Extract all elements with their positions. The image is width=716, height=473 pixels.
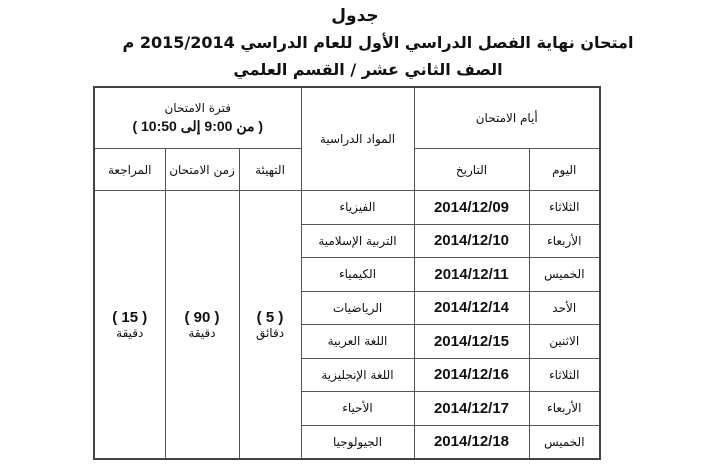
table-row: الاثنين 2014/12/15 اللغة العربية: [94, 324, 601, 359]
subject-cell: التربية الإسلامية: [300, 223, 415, 258]
subject-cell: الكيمياء: [300, 257, 415, 292]
day-cell: الأربعاء: [528, 391, 601, 426]
date-cell: 2014/12/17: [413, 391, 530, 426]
review-cell: ( 15 ) دقيقة: [93, 190, 166, 460]
subject-cell: الرياضيات: [300, 290, 415, 325]
date-cell: 2014/12/11: [413, 257, 530, 292]
table-row: الثلاثاء 2014/12/09 الفيزياء( 5 ) دقائق (…: [93, 190, 601, 460]
exam-period-label: فترة الامتحان: [164, 101, 232, 115]
date-cell: 2014/12/15: [413, 324, 530, 359]
date-cell: 2014/12/14: [413, 290, 530, 325]
date-cell: 2014/12/09: [413, 190, 530, 225]
day-header: اليوم: [528, 148, 601, 191]
exam-period-time: ( من 9:00 إلى 10:50 ): [132, 118, 264, 134]
day-cell: الخميس: [528, 257, 601, 292]
table-row: الخميس 2014/12/18 الجيولوجيا: [94, 424, 601, 460]
day-cell: الثلاثاء: [528, 357, 601, 392]
date-cell: 2014/12/16: [413, 357, 530, 392]
table-row: الأربعاء 2014/12/17 الأحياء: [94, 391, 601, 426]
document-subtitle: امتحان نهاية الفصل الدراسي الأول للعام ا…: [122, 33, 634, 52]
duration-cell: ( 90 ) دقيقة: [164, 190, 240, 460]
day-cell: الاثنين: [528, 324, 601, 359]
day-cell: الخميس: [528, 424, 601, 460]
day-cell: الأحد: [528, 290, 601, 325]
exam-period-header: فترة الامتحان ( من 9:00 إلى 10:50 ): [93, 86, 302, 149]
duration-value: ( 90 ): [184, 309, 220, 326]
subject-cell: الجيولوجيا: [300, 424, 415, 460]
date-cell: 2014/12/18: [413, 424, 530, 460]
preparation-cell: ( 5 ) دقائق: [238, 190, 302, 460]
table-row: الخميس 2014/12/11 الكيمياء: [94, 257, 601, 292]
day-cell: الأربعاء: [528, 223, 601, 258]
review-unit: دقيقة: [116, 326, 144, 340]
document-title: جدول: [331, 6, 379, 26]
review-header: المراجعة: [93, 148, 166, 191]
day-cell: الثلاثاء: [528, 190, 601, 225]
table-row: الأحد 2014/12/14 الرياضيات: [94, 290, 601, 325]
exam-duration-header: زمن الامتحان: [164, 148, 240, 191]
subjects-header: المواد الدراسية: [300, 86, 415, 191]
table-row: الأربعاء 2014/12/10 التربية الإسلامية: [94, 223, 601, 258]
subject-cell: الفيزياء: [300, 190, 415, 225]
subject-cell: اللغة العربية: [300, 324, 415, 359]
table-row: الثلاثاء 2014/12/16 اللغة الإنجليزية: [94, 357, 601, 392]
date-header: التاريخ: [413, 148, 530, 191]
exam-schedule-table: أيام الامتحان المواد الدراسية فترة الامت…: [93, 86, 601, 460]
duration-unit: دقيقة: [188, 326, 216, 340]
preparation-unit: دقائق: [255, 326, 285, 340]
grade-section: الصف الثاني عشر / القسم العلمي: [233, 60, 503, 79]
review-value: ( 15 ): [112, 309, 148, 326]
subject-cell: الأحياء: [300, 391, 415, 426]
preparation-value: ( 5 ): [256, 309, 284, 326]
subject-cell: اللغة الإنجليزية: [300, 357, 415, 392]
date-cell: 2014/12/10: [413, 223, 530, 258]
exam-days-header: أيام الامتحان: [413, 86, 601, 149]
preparation-header: التهيئة: [238, 148, 302, 191]
